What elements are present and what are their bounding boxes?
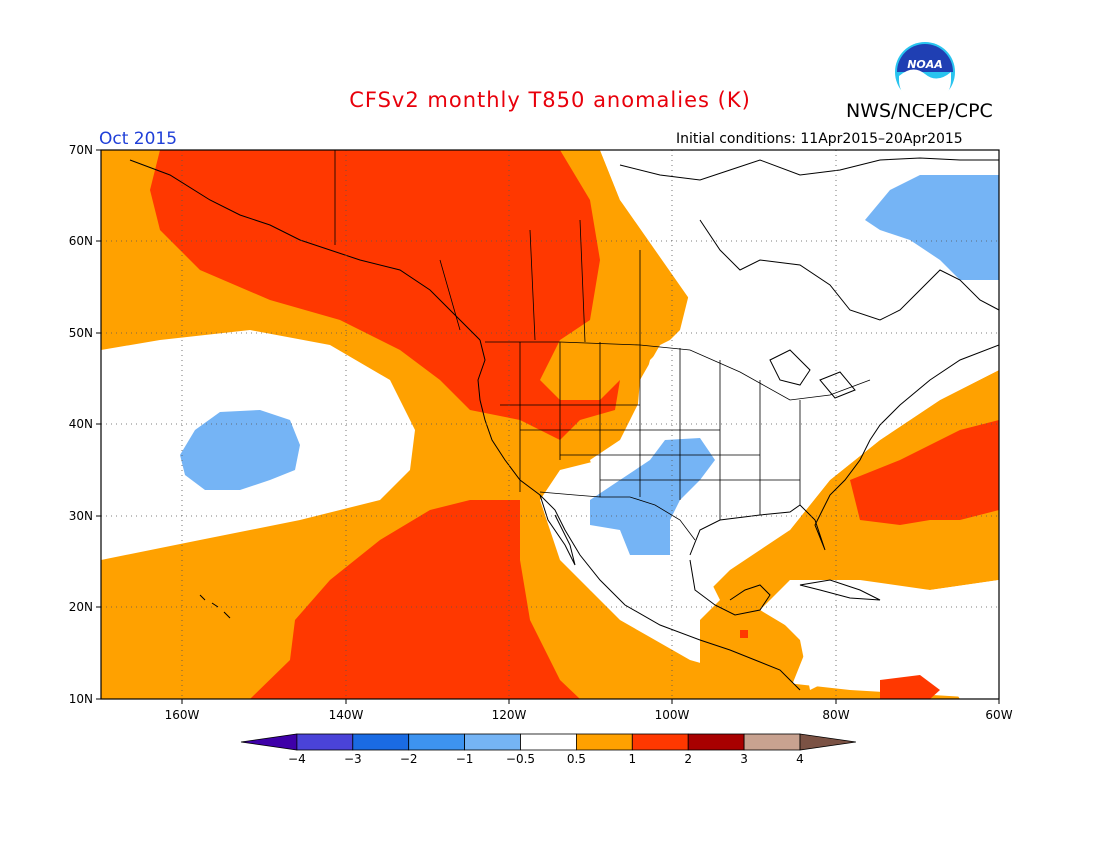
latitude-labels: 70N 60N 50N 40N 30N 20N 10N (69, 143, 93, 706)
legend-tick-label: −2 (400, 752, 418, 766)
coast-great-lakes (769, 349, 856, 399)
lon-label-160w: 160W (165, 708, 200, 722)
lat-label-50n: 50N (69, 326, 93, 340)
political-borders (334, 150, 871, 541)
legend-bar (240, 733, 856, 751)
coast-gulf (689, 344, 999, 556)
coast-yucatan (689, 559, 771, 616)
coast-arctic (619, 157, 999, 181)
legend-tick-label: −0.5 (506, 752, 535, 766)
lon-label-80w: 80W (822, 708, 849, 722)
legend-tick-label: 0.5 (567, 752, 586, 766)
legend-arrow-low (240, 733, 298, 751)
initial-conditions: Initial conditions: 11Apr2015–20Apr2015 (676, 131, 963, 147)
agency-label: NWS/NCEP/CPC (846, 100, 993, 122)
lat-label-60n: 60N (69, 234, 93, 248)
legend-swatch (296, 733, 354, 751)
noaa-logo: NOAA (895, 42, 955, 104)
lon-label-140w: 140W (329, 708, 364, 722)
neutral-gulf-mexico (560, 500, 720, 630)
coast-hudson-bay (699, 219, 999, 321)
lat-label-40n: 40N (69, 417, 93, 431)
blue-mexico-southwest-us (590, 438, 715, 555)
legend-arrow-high (799, 733, 856, 751)
chart-title: CFSv2 monthly T850 anomalies (K) (349, 88, 751, 112)
border-us-canada (485, 341, 871, 401)
warm-anomaly-1-2 (150, 150, 999, 699)
legend-swatch (631, 733, 689, 751)
lat-label-20n: 20N (69, 600, 93, 614)
border-us-mexico (539, 491, 696, 541)
legend-tick-label: 1 (628, 752, 636, 766)
coast-west-us (477, 339, 801, 691)
lon-label-60w: 60W (985, 708, 1012, 722)
red-central-america (740, 630, 748, 638)
legend-tick-labels: −4 −3 −2 −1 −0.5 0.5 1 2 3 4 (288, 752, 804, 766)
coast-hawaii (199, 594, 231, 619)
orange-arctic-edge (101, 150, 130, 220)
border-us-states (500, 342, 801, 520)
legend-tick-label: 2 (684, 752, 692, 766)
longitude-labels: 160W 140W 120W 100W 80W 60W (165, 708, 1013, 722)
legend-tick-label: 3 (740, 752, 748, 766)
legend-tick-label: −4 (288, 752, 306, 766)
red-east-pacific (250, 500, 580, 699)
blue-hudson-bay-east (865, 175, 999, 280)
logo-text: NOAA (907, 58, 943, 71)
logo-bird (899, 69, 951, 104)
legend-swatch (576, 733, 633, 751)
lat-label-10n: 10N (69, 692, 93, 706)
red-alaska-canada (150, 150, 620, 440)
red-western-atlantic (850, 420, 999, 525)
legend-tick-label: −3 (344, 752, 362, 766)
legend-tick-label: −1 (456, 752, 474, 766)
legend-swatch (464, 733, 521, 751)
red-caribbean-small (880, 675, 940, 699)
forecast-month: Oct 2015 (99, 129, 178, 149)
legend-swatch (743, 733, 801, 751)
coast-alaska (129, 159, 481, 341)
blue-pacific-spot (180, 410, 300, 490)
legend-swatch (687, 733, 745, 751)
cool-anomaly (180, 175, 999, 555)
anomaly-fields (101, 150, 999, 699)
legend-swatch (352, 733, 410, 751)
lat-label-70n: 70N (69, 143, 93, 157)
axis-ticks (96, 149, 1000, 704)
neutral-caribbean (770, 580, 999, 699)
lon-label-100w: 100W (655, 708, 690, 722)
legend-tick-label: 4 (796, 752, 804, 766)
lon-label-120w: 120W (492, 708, 527, 722)
legend-swatch (408, 733, 466, 751)
border-canada-provinces (439, 219, 641, 345)
lat-label-30n: 30N (69, 509, 93, 523)
logo-sky (897, 44, 953, 72)
legend-swatch (520, 733, 577, 751)
coast-cuba (799, 579, 881, 601)
